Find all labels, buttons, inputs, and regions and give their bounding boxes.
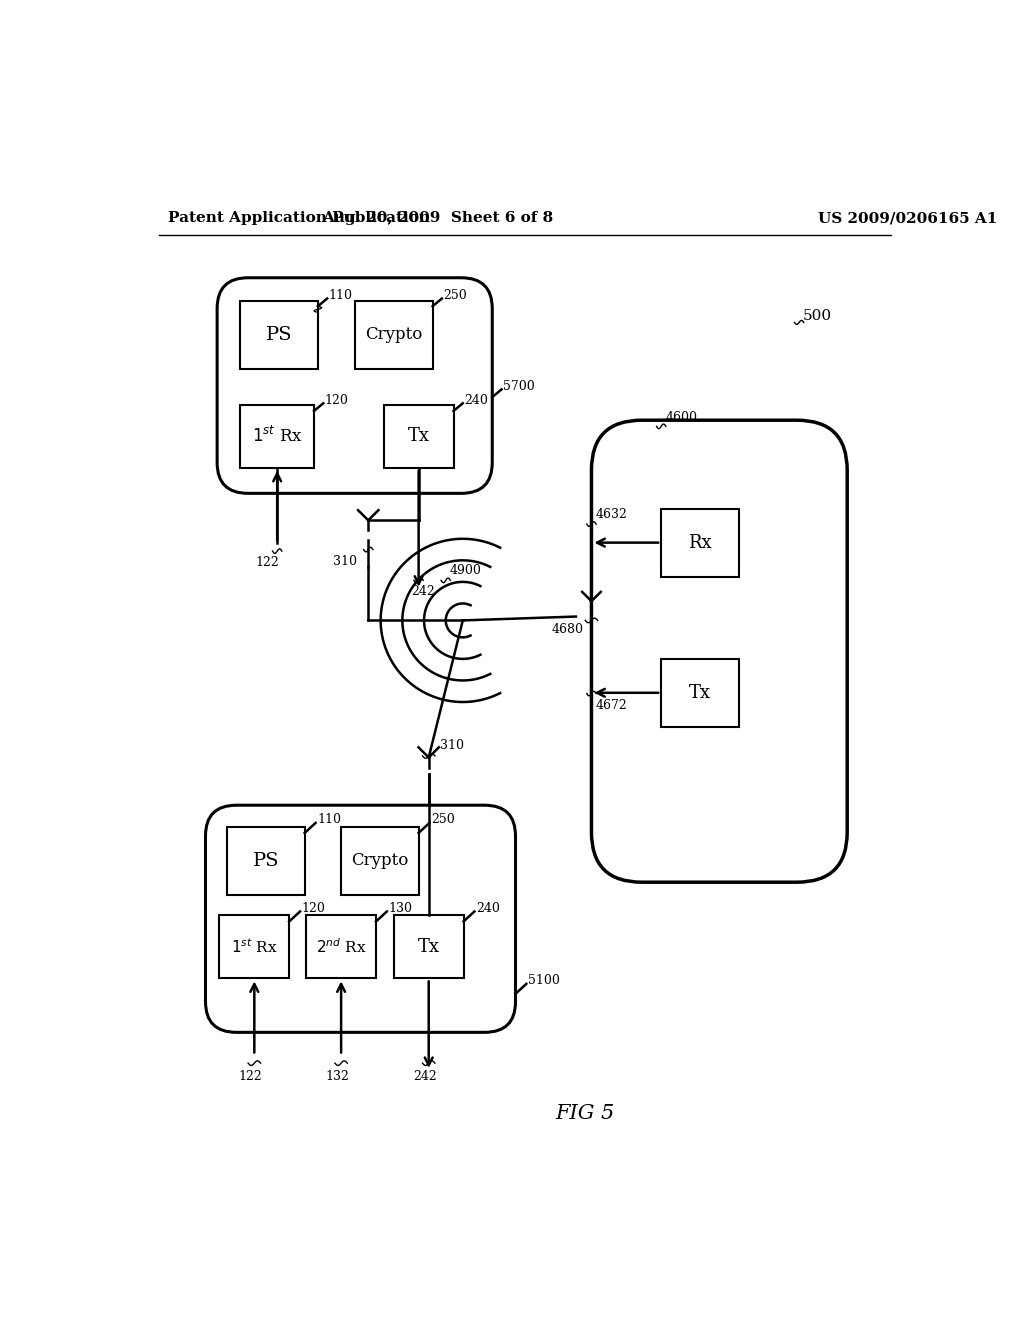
Text: Tx: Tx [408, 428, 430, 445]
Text: 240: 240 [464, 393, 488, 407]
Text: Crypto: Crypto [351, 853, 409, 869]
Text: 132: 132 [326, 1069, 349, 1082]
Text: 110: 110 [317, 813, 341, 826]
Text: 4680: 4680 [551, 623, 583, 636]
Text: 240: 240 [476, 902, 500, 915]
FancyBboxPatch shape [592, 420, 847, 882]
Text: PS: PS [266, 326, 293, 343]
Bar [355, 301, 432, 368]
Text: $2^{nd}$ Rx: $2^{nd}$ Rx [315, 937, 367, 956]
FancyBboxPatch shape [206, 805, 515, 1032]
Text: 4900: 4900 [450, 564, 481, 577]
Bar [241, 405, 314, 469]
Text: 5700: 5700 [503, 380, 535, 393]
Text: 4632: 4632 [595, 508, 627, 520]
Bar [394, 915, 464, 978]
Text: $1^{st}$ Rx: $1^{st}$ Rx [231, 937, 278, 956]
Text: 122: 122 [239, 1069, 262, 1082]
Text: 5100: 5100 [528, 974, 560, 987]
Text: Tx: Tx [689, 684, 711, 702]
Text: PS: PS [253, 851, 280, 870]
Text: 242: 242 [414, 1069, 437, 1082]
Text: 110: 110 [329, 289, 352, 302]
Bar [219, 915, 289, 978]
Bar [306, 915, 376, 978]
Text: 250: 250 [443, 289, 467, 302]
Text: 4672: 4672 [595, 698, 627, 711]
Text: 310: 310 [439, 739, 464, 752]
Text: Rx: Rx [688, 533, 712, 552]
Text: Crypto: Crypto [366, 326, 423, 343]
Bar [662, 508, 738, 577]
Text: Aug. 20, 2009  Sheet 6 of 8: Aug. 20, 2009 Sheet 6 of 8 [323, 211, 554, 226]
Bar [241, 301, 317, 368]
Text: Patent Application Publication: Patent Application Publication [168, 211, 430, 226]
Bar [341, 826, 419, 895]
Bar [384, 405, 454, 469]
Text: $1^{st}$ Rx: $1^{st}$ Rx [252, 426, 303, 446]
Text: 122: 122 [255, 556, 280, 569]
Text: US 2009/0206165 A1: US 2009/0206165 A1 [818, 211, 997, 226]
Text: 130: 130 [388, 902, 413, 915]
Text: 310: 310 [334, 554, 357, 568]
Text: Tx: Tx [418, 939, 439, 956]
Bar [662, 659, 738, 726]
Text: 120: 120 [302, 902, 326, 915]
Bar [227, 826, 305, 895]
Text: FIG 5: FIG 5 [556, 1104, 614, 1123]
Text: 4600: 4600 [666, 412, 697, 425]
Text: 250: 250 [431, 813, 455, 826]
Text: 120: 120 [325, 393, 349, 407]
Text: 242: 242 [411, 585, 434, 598]
Text: 500: 500 [802, 309, 831, 323]
FancyBboxPatch shape [217, 277, 493, 494]
